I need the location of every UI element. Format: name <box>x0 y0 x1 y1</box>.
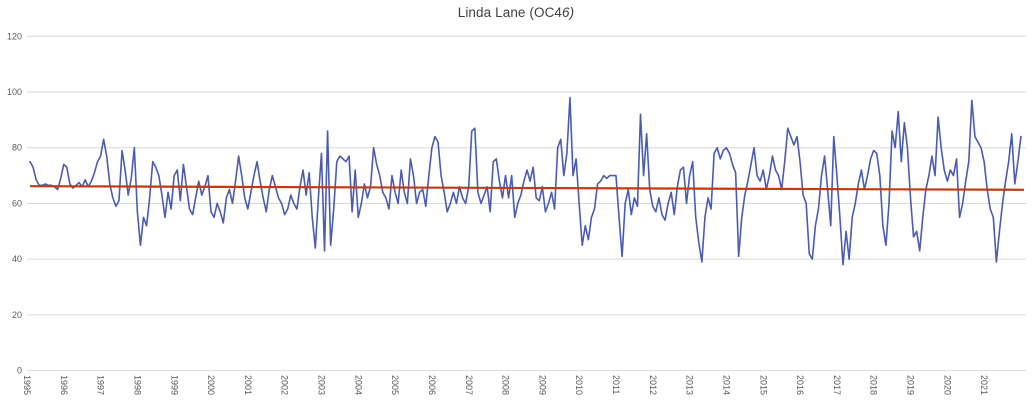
x-tick-label: 2005 <box>390 375 400 395</box>
y-tick-labels: 0 20 40 60 80 100 120 <box>7 31 22 375</box>
trend-line <box>29 185 1025 191</box>
chart-title: Linda Lane (OC46) <box>0 5 1032 20</box>
y-tick-label: 100 <box>7 87 22 97</box>
x-tick-label: 2004 <box>353 375 363 395</box>
x-tick-label: 2009 <box>537 375 547 395</box>
x-tick-label: 2020 <box>942 375 952 395</box>
x-tick-label: 2007 <box>464 375 474 395</box>
chart-title-italic-part: 6) <box>562 5 575 20</box>
x-tick-label: 2017 <box>832 375 842 395</box>
y-tick-label: 60 <box>12 198 22 208</box>
x-tick-label: 2013 <box>685 375 695 395</box>
x-tick-label: 2021 <box>979 375 989 395</box>
x-tick-labels: 1995 1996 1997 1998 1999 2000 2001 2002 2003 2004… <box>22 375 989 395</box>
x-tick-label: 2015 <box>758 375 768 395</box>
x-tick-label: 2003 <box>317 375 327 395</box>
x-tick-label: 2012 <box>648 375 658 395</box>
y-tick-label: 120 <box>7 31 22 41</box>
x-tick-label: 2001 <box>243 375 253 395</box>
x-tick-label: 2016 <box>795 375 805 395</box>
x-tick-label: 1999 <box>169 375 179 395</box>
x-tick-label: 2000 <box>206 375 216 395</box>
chart-title-main: Linda Lane (OC4 <box>457 5 563 20</box>
x-tick-label: 2002 <box>280 375 290 395</box>
x-tick-label: 2011 <box>611 375 621 394</box>
x-tick-label: 2014 <box>722 375 732 395</box>
y-gridlines <box>27 35 1026 372</box>
x-tick-label: 1995 <box>22 375 32 395</box>
x-tick-label: 2018 <box>869 375 879 395</box>
x-tick-label: 2019 <box>906 375 916 395</box>
y-tick-label: 80 <box>12 143 22 153</box>
y-tick-label: 20 <box>12 310 22 320</box>
y-tick-label: 40 <box>12 254 22 264</box>
x-tick-label: 1998 <box>132 375 142 395</box>
series-line <box>29 96 1022 266</box>
x-tick-label: 2006 <box>427 375 437 395</box>
x-tick-label: 1996 <box>59 375 69 395</box>
x-tick-label: 2010 <box>574 375 584 395</box>
x-tick-label: 1997 <box>96 375 106 395</box>
x-tick-label: 2008 <box>501 375 511 395</box>
y-tick-label: 0 <box>17 366 22 376</box>
